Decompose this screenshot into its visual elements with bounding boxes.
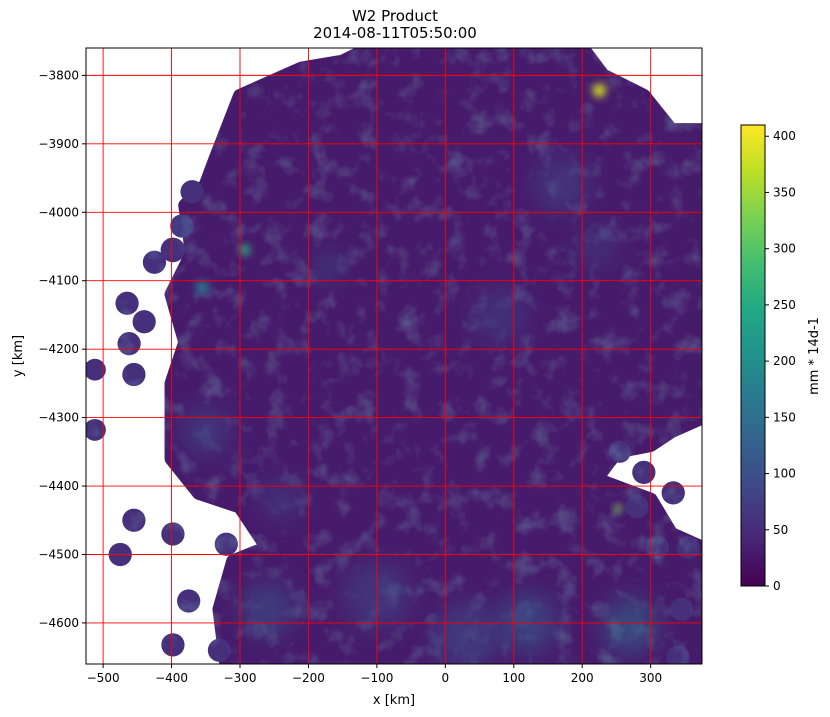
y-tick-label: −4600 xyxy=(38,616,79,630)
plot-frame xyxy=(85,47,703,665)
colorbar-tick-label: 50 xyxy=(773,523,788,537)
colorbar-tick-label: 350 xyxy=(773,185,796,199)
precipitation-hotspot xyxy=(316,254,342,280)
colorbar-gradient xyxy=(740,124,766,587)
x-axis-label: x [km] xyxy=(373,693,415,708)
colorbar-tick-label: 0 xyxy=(773,579,781,593)
precipitation-hotspot xyxy=(534,157,590,213)
precipitation-hotspot xyxy=(239,244,251,256)
hotspot-layer xyxy=(181,83,658,664)
colorbar: 0 50 100 150 200 250 300 350 400 mm * 14d-1 xyxy=(740,124,822,593)
precipitation-hotspot xyxy=(181,407,230,456)
x-tick-label: 100 xyxy=(502,671,525,685)
x-tick-label: −400 xyxy=(155,671,188,685)
y-tick-label: −3800 xyxy=(38,68,79,82)
y-axis-label: y [km] xyxy=(11,335,26,377)
x-tick-label: −200 xyxy=(292,671,325,685)
colorbar-label: mm * 14d-1 xyxy=(807,317,822,395)
precipitation-hotspot xyxy=(575,225,617,268)
x-tick-label: 300 xyxy=(639,671,662,685)
x-axis: −500 −400 −300 −200 −100 0 100 200 300 xyxy=(87,664,662,685)
texture-overlay xyxy=(86,48,702,664)
precipitation-hotspot xyxy=(472,287,528,343)
chart-title: W2 Product xyxy=(351,7,439,25)
x-tick-label: −300 xyxy=(224,671,257,685)
y-axis: −3800 −3900 −4000 −4100 −4200 −4300 −4400 −4500… xyxy=(38,68,86,630)
colorbar-tick-label: 100 xyxy=(773,467,796,481)
y-tick-label: −4100 xyxy=(38,274,79,288)
precipitation-hotspot xyxy=(592,83,607,98)
precipitation-hotspot xyxy=(240,581,295,637)
colorbar-tick-label: 400 xyxy=(773,129,796,143)
y-tick-label: −4400 xyxy=(38,479,79,493)
x-tick-label: −500 xyxy=(87,671,120,685)
x-tick-label: 200 xyxy=(571,671,594,685)
x-tick-label: 0 xyxy=(442,671,450,685)
precipitation-hotspot xyxy=(195,280,210,295)
y-tick-label: −3900 xyxy=(38,137,79,151)
colorbar-tick-label: 300 xyxy=(773,242,796,256)
y-tick-label: −4500 xyxy=(38,547,79,561)
x-tick-label: −100 xyxy=(360,671,393,685)
colorbar-ticks: 0 50 100 150 200 250 300 350 400 xyxy=(765,129,796,593)
grid-lines xyxy=(86,48,702,664)
y-tick-label: −4300 xyxy=(38,411,79,425)
plot-area xyxy=(85,47,703,665)
colorbar-tick-label: 250 xyxy=(773,298,796,312)
colorbar-tick-label: 200 xyxy=(773,354,796,368)
precipitation-hotspot xyxy=(613,504,622,513)
chart-subtitle: 2014-08-11T05:50:00 xyxy=(313,24,477,42)
precipitation-hotspot xyxy=(602,598,658,654)
y-tick-label: −4000 xyxy=(38,205,79,219)
colorbar-tick-label: 150 xyxy=(773,410,796,424)
precipitation-hotspot xyxy=(431,602,501,664)
precipitation-hotspot xyxy=(260,479,302,521)
y-tick-label: −4200 xyxy=(38,342,79,356)
